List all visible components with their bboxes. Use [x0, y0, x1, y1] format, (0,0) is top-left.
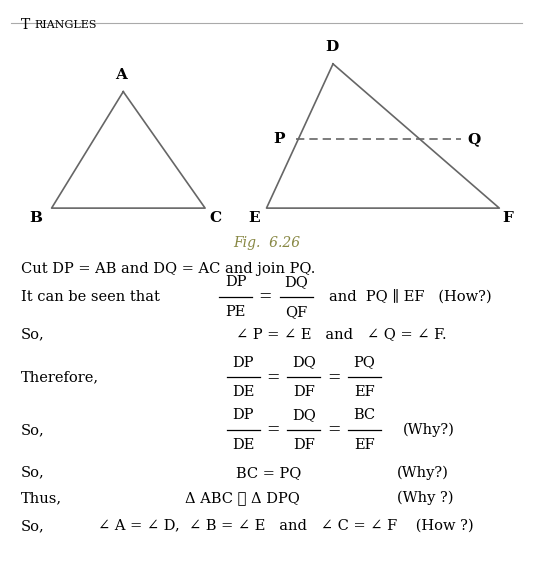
Text: DQ: DQ	[284, 275, 308, 289]
Text: =: =	[266, 422, 280, 439]
Text: BC: BC	[353, 408, 375, 422]
Text: DP: DP	[233, 408, 254, 422]
Text: DQ: DQ	[292, 408, 316, 422]
Text: P: P	[273, 132, 285, 146]
Text: E: E	[249, 211, 260, 225]
Text: QF: QF	[285, 305, 308, 319]
Text: So,: So,	[21, 423, 45, 437]
Text: It can be seen that: It can be seen that	[21, 290, 160, 304]
Text: (Why?): (Why?)	[397, 465, 449, 480]
Text: T: T	[21, 18, 30, 32]
Text: Therefore,: Therefore,	[21, 370, 99, 384]
Text: DE: DE	[232, 438, 255, 452]
Text: EF: EF	[354, 438, 375, 452]
Text: F: F	[502, 211, 513, 225]
Text: (Why?): (Why?)	[402, 423, 455, 437]
Text: ∠ P = ∠ E   and   ∠ Q = ∠ F.: ∠ P = ∠ E and ∠ Q = ∠ F.	[236, 327, 447, 341]
Text: =: =	[327, 422, 340, 439]
Text: PE: PE	[225, 305, 246, 319]
Text: So,: So,	[21, 327, 45, 341]
Text: and  PQ ∥ EF   (How?): and PQ ∥ EF (How?)	[329, 290, 492, 304]
Text: C: C	[209, 211, 221, 225]
Text: RIANGLES: RIANGLES	[34, 19, 96, 29]
Text: Fig.  6.26: Fig. 6.26	[233, 236, 300, 250]
Text: DP: DP	[233, 355, 254, 370]
Text: DF: DF	[293, 385, 315, 399]
Text: Thus,: Thus,	[21, 491, 62, 505]
Text: B: B	[29, 211, 43, 225]
Text: DE: DE	[232, 385, 255, 399]
Text: A: A	[115, 68, 127, 82]
Text: DP: DP	[225, 275, 247, 289]
Text: =: =	[327, 369, 340, 386]
Text: Δ ABC ≅ Δ DPQ: Δ ABC ≅ Δ DPQ	[184, 491, 300, 505]
Text: Q: Q	[467, 132, 481, 146]
Text: Cut DP = AB and DQ = AC and join PQ.: Cut DP = AB and DQ = AC and join PQ.	[21, 262, 315, 276]
Text: So,: So,	[21, 519, 45, 533]
Text: D: D	[325, 41, 338, 54]
Text: BC = PQ: BC = PQ	[236, 466, 301, 480]
Text: So,: So,	[21, 466, 45, 480]
Text: =: =	[259, 288, 272, 306]
Text: DF: DF	[293, 438, 315, 452]
Text: =: =	[266, 369, 280, 386]
Text: DQ: DQ	[292, 355, 316, 370]
Text: (Why ?): (Why ?)	[397, 491, 454, 505]
Text: ∠ A = ∠ D,  ∠ B = ∠ E   and   ∠ C = ∠ F    (How ?): ∠ A = ∠ D, ∠ B = ∠ E and ∠ C = ∠ F (How …	[98, 519, 473, 533]
Text: EF: EF	[354, 385, 375, 399]
Text: PQ: PQ	[353, 355, 375, 370]
